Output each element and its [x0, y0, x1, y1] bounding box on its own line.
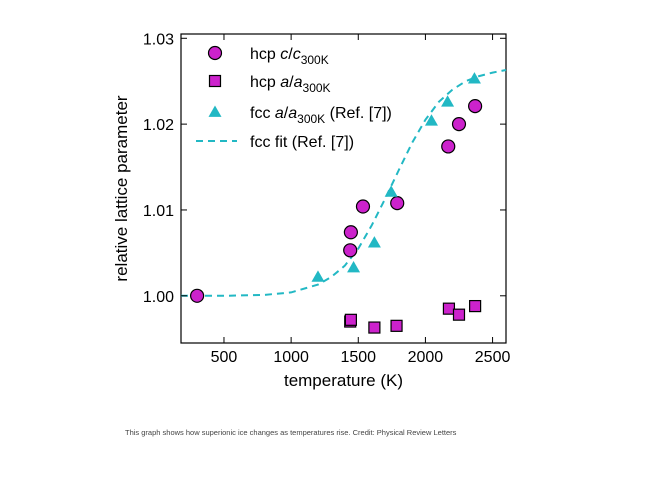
- y-tick-label: 1.03: [143, 31, 174, 48]
- fcc-a-point: [347, 260, 361, 273]
- legend-label: fcc a/a300K (Ref. [7]): [250, 105, 392, 126]
- hcp-c-point: [468, 98, 483, 114]
- hcp-a-point: [469, 299, 482, 313]
- fcc-a-point: [384, 185, 398, 197]
- hcp-c-point: [441, 139, 456, 154]
- x-tick-label: 2500: [475, 349, 511, 366]
- fcc-a-point: [467, 72, 481, 84]
- legend-swatch: [208, 105, 222, 117]
- hcp-a-point: [344, 313, 357, 326]
- hcp-c-point: [390, 195, 405, 211]
- y-tick-label: 1.01: [143, 203, 174, 220]
- x-tick-label: 1000: [273, 349, 309, 366]
- hcp-a-point: [390, 319, 403, 332]
- legend-fcc-a: fcc a/a300K (Ref. [7]): [208, 105, 392, 126]
- legend-swatch: [207, 45, 223, 61]
- fcc-a-point: [441, 95, 455, 107]
- legend-label: hcp c/c300K: [250, 46, 329, 67]
- tick-layer: 500 1000 1500 2000 2500 1.00 1.01 1.02 1.03: [143, 31, 511, 366]
- x-axis-title: temperature (K): [284, 371, 403, 390]
- hcp-c-point: [355, 199, 371, 214]
- y-tick-label: 1.00: [143, 289, 174, 306]
- hcp-a-point: [442, 302, 456, 315]
- legend-hcp-c: hcp c/c300K: [207, 45, 329, 67]
- legend: hcp c/c300K hcp a/a300K fcc a/a300K (Ref. …: [196, 45, 392, 151]
- hcp-a-point: [452, 308, 466, 321]
- fcc-fit-curve: [181, 69, 507, 297]
- x-tick-label: 1500: [340, 349, 376, 366]
- hcp-c-point: [343, 225, 358, 240]
- fcc-a-point: [311, 270, 325, 282]
- hcp-c-point: [190, 288, 205, 303]
- fcc-a-point: [367, 236, 381, 248]
- legend-label: hcp a/a300K: [250, 74, 331, 95]
- hcp-a-point: [368, 321, 381, 334]
- hcp-c-point: [343, 243, 358, 258]
- plot-frame: [180, 33, 507, 344]
- legend-label: fcc fit (Ref. [7]): [250, 134, 354, 151]
- x-tick-label: 2000: [408, 349, 444, 366]
- fcc-a-point: [424, 114, 438, 126]
- legend-hcp-a: hcp a/a300K: [208, 74, 331, 95]
- fit-layer: [181, 69, 507, 297]
- y-tick-label: 1.02: [143, 117, 174, 134]
- legend-swatch: [208, 74, 222, 88]
- hcp-c-point: [451, 117, 467, 132]
- legend-fcc-fit: fcc fit (Ref. [7]): [196, 134, 354, 151]
- y-axis-title: relative lattice parameter: [112, 95, 131, 281]
- marker-layer: [190, 72, 483, 334]
- figure-caption: This graph shows how superionic ice chan…: [125, 428, 457, 437]
- x-tick-label: 500: [211, 349, 238, 366]
